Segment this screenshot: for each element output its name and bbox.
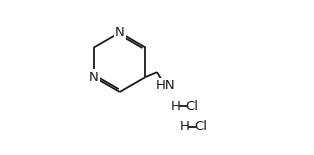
- Text: H: H: [171, 100, 181, 113]
- Text: H: H: [180, 120, 190, 133]
- Text: HN: HN: [155, 79, 175, 92]
- Text: Cl: Cl: [194, 120, 207, 133]
- Text: Cl: Cl: [185, 100, 198, 113]
- Text: N: N: [89, 71, 99, 84]
- Text: N: N: [115, 26, 125, 39]
